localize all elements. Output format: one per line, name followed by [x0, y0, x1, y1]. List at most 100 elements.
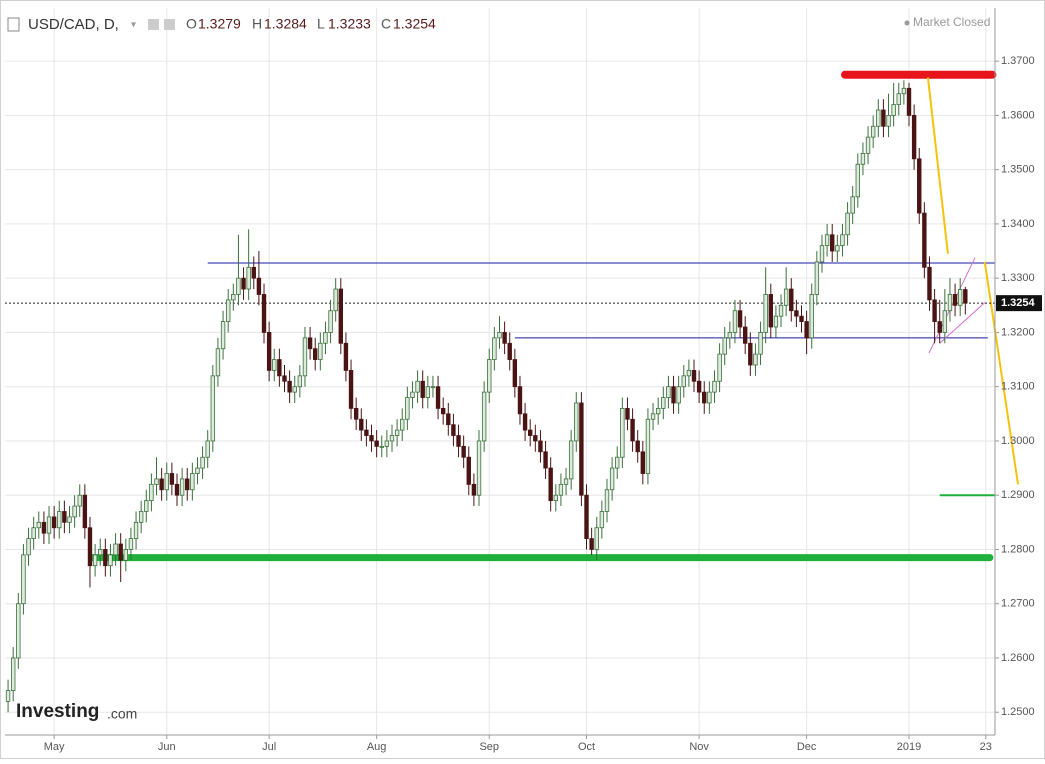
candle-body	[932, 299, 937, 322]
logo: Investing	[16, 701, 99, 722]
candle-body	[128, 538, 134, 550]
menu-icon[interactable]	[7, 17, 20, 32]
trend-line	[926, 77, 949, 254]
candle-body	[758, 332, 763, 355]
candle-body	[487, 359, 492, 393]
x-tick-label: Dec	[797, 741, 817, 753]
candle-body	[456, 435, 461, 447]
candle-body	[963, 289, 968, 304]
candle-body	[870, 125, 876, 138]
candle-body	[62, 511, 67, 523]
candle-body	[282, 375, 287, 382]
candle-body	[661, 397, 666, 409]
dropdown-arrow[interactable]: ▾	[131, 20, 136, 31]
candle-body	[886, 115, 891, 127]
low-value: 1.3233	[328, 16, 371, 32]
candle-body	[881, 109, 886, 127]
candle-body	[256, 277, 262, 295]
candle-body	[901, 87, 907, 95]
high-label: H	[252, 16, 262, 32]
candle-body	[650, 413, 656, 420]
close-value: 1.3254	[393, 16, 436, 32]
x-tick-label: 2019	[897, 741, 921, 753]
candle-body	[123, 549, 129, 561]
candle-body	[297, 375, 303, 388]
x-tick-label: May	[44, 741, 65, 753]
candle-body	[742, 326, 748, 344]
candle-body	[440, 407, 446, 415]
candle-body	[210, 375, 216, 442]
candle-body	[92, 554, 98, 567]
candle-body	[338, 288, 344, 344]
candle-body	[251, 266, 256, 279]
x-tick-label: 23	[980, 741, 992, 753]
candle-body	[717, 353, 722, 382]
candle-body	[804, 321, 809, 339]
candle-body	[190, 473, 195, 491]
candle-body	[952, 294, 958, 306]
candle-body	[635, 440, 640, 453]
candle-body	[538, 440, 543, 453]
candle-body	[446, 413, 451, 426]
candle-body	[266, 332, 272, 371]
candle-body	[179, 478, 185, 496]
candle-body	[113, 543, 118, 556]
candle-body	[722, 337, 727, 355]
candle-body	[323, 332, 328, 344]
candle-body	[860, 152, 866, 165]
candle-body	[957, 289, 963, 306]
logo-suffix: .com	[107, 706, 137, 722]
candle-body	[195, 467, 200, 474]
candle-body	[41, 521, 47, 534]
candle-body	[497, 332, 502, 339]
candle-body	[942, 310, 948, 333]
candle-body	[328, 310, 333, 333]
candle-body	[200, 456, 205, 469]
candle-body	[231, 294, 236, 301]
candle-body	[174, 483, 180, 496]
x-tick-label: Sep	[479, 741, 499, 753]
candle-body	[604, 489, 610, 512]
candle-body	[420, 380, 425, 398]
settings-icon[interactable]	[148, 19, 159, 30]
candle-body	[707, 391, 712, 404]
candle-body	[292, 386, 297, 393]
candle-body	[819, 245, 825, 263]
candle-body	[809, 294, 814, 339]
candle-body	[133, 521, 139, 540]
y-tick-label: 1.3000	[1001, 435, 1035, 447]
candle-body	[379, 445, 384, 448]
open-label: O	[186, 16, 197, 32]
candle-body	[138, 511, 144, 523]
candle-body	[215, 348, 221, 377]
candle-body	[640, 451, 646, 474]
candle-body	[272, 359, 277, 371]
candle-body	[46, 516, 52, 534]
candle-body	[502, 332, 507, 344]
candle-body	[691, 370, 697, 382]
candle-body	[911, 115, 917, 160]
candle-body	[671, 386, 676, 404]
last-price-box	[996, 295, 1042, 312]
candle-body	[476, 440, 482, 496]
candle-body	[814, 261, 820, 295]
y-tick-label: 1.3500	[1001, 164, 1035, 176]
close-icon[interactable]	[164, 19, 175, 30]
candle-body	[696, 380, 702, 393]
candle-body	[430, 386, 436, 389]
candle-body	[77, 494, 82, 507]
y-tick-label: 1.3600	[1001, 109, 1035, 121]
candle-body	[876, 109, 881, 127]
candle-body	[528, 429, 533, 436]
candle-body	[768, 294, 773, 328]
candle-body	[835, 245, 840, 252]
candle-body	[159, 478, 164, 491]
candle-body	[205, 440, 210, 458]
candle-body	[574, 402, 579, 442]
candle-body	[118, 543, 123, 561]
candle-body	[225, 299, 231, 322]
high-value: 1.3284	[264, 16, 307, 32]
candle-body	[57, 511, 62, 529]
candle-body	[164, 473, 169, 491]
candle-body	[144, 500, 149, 512]
